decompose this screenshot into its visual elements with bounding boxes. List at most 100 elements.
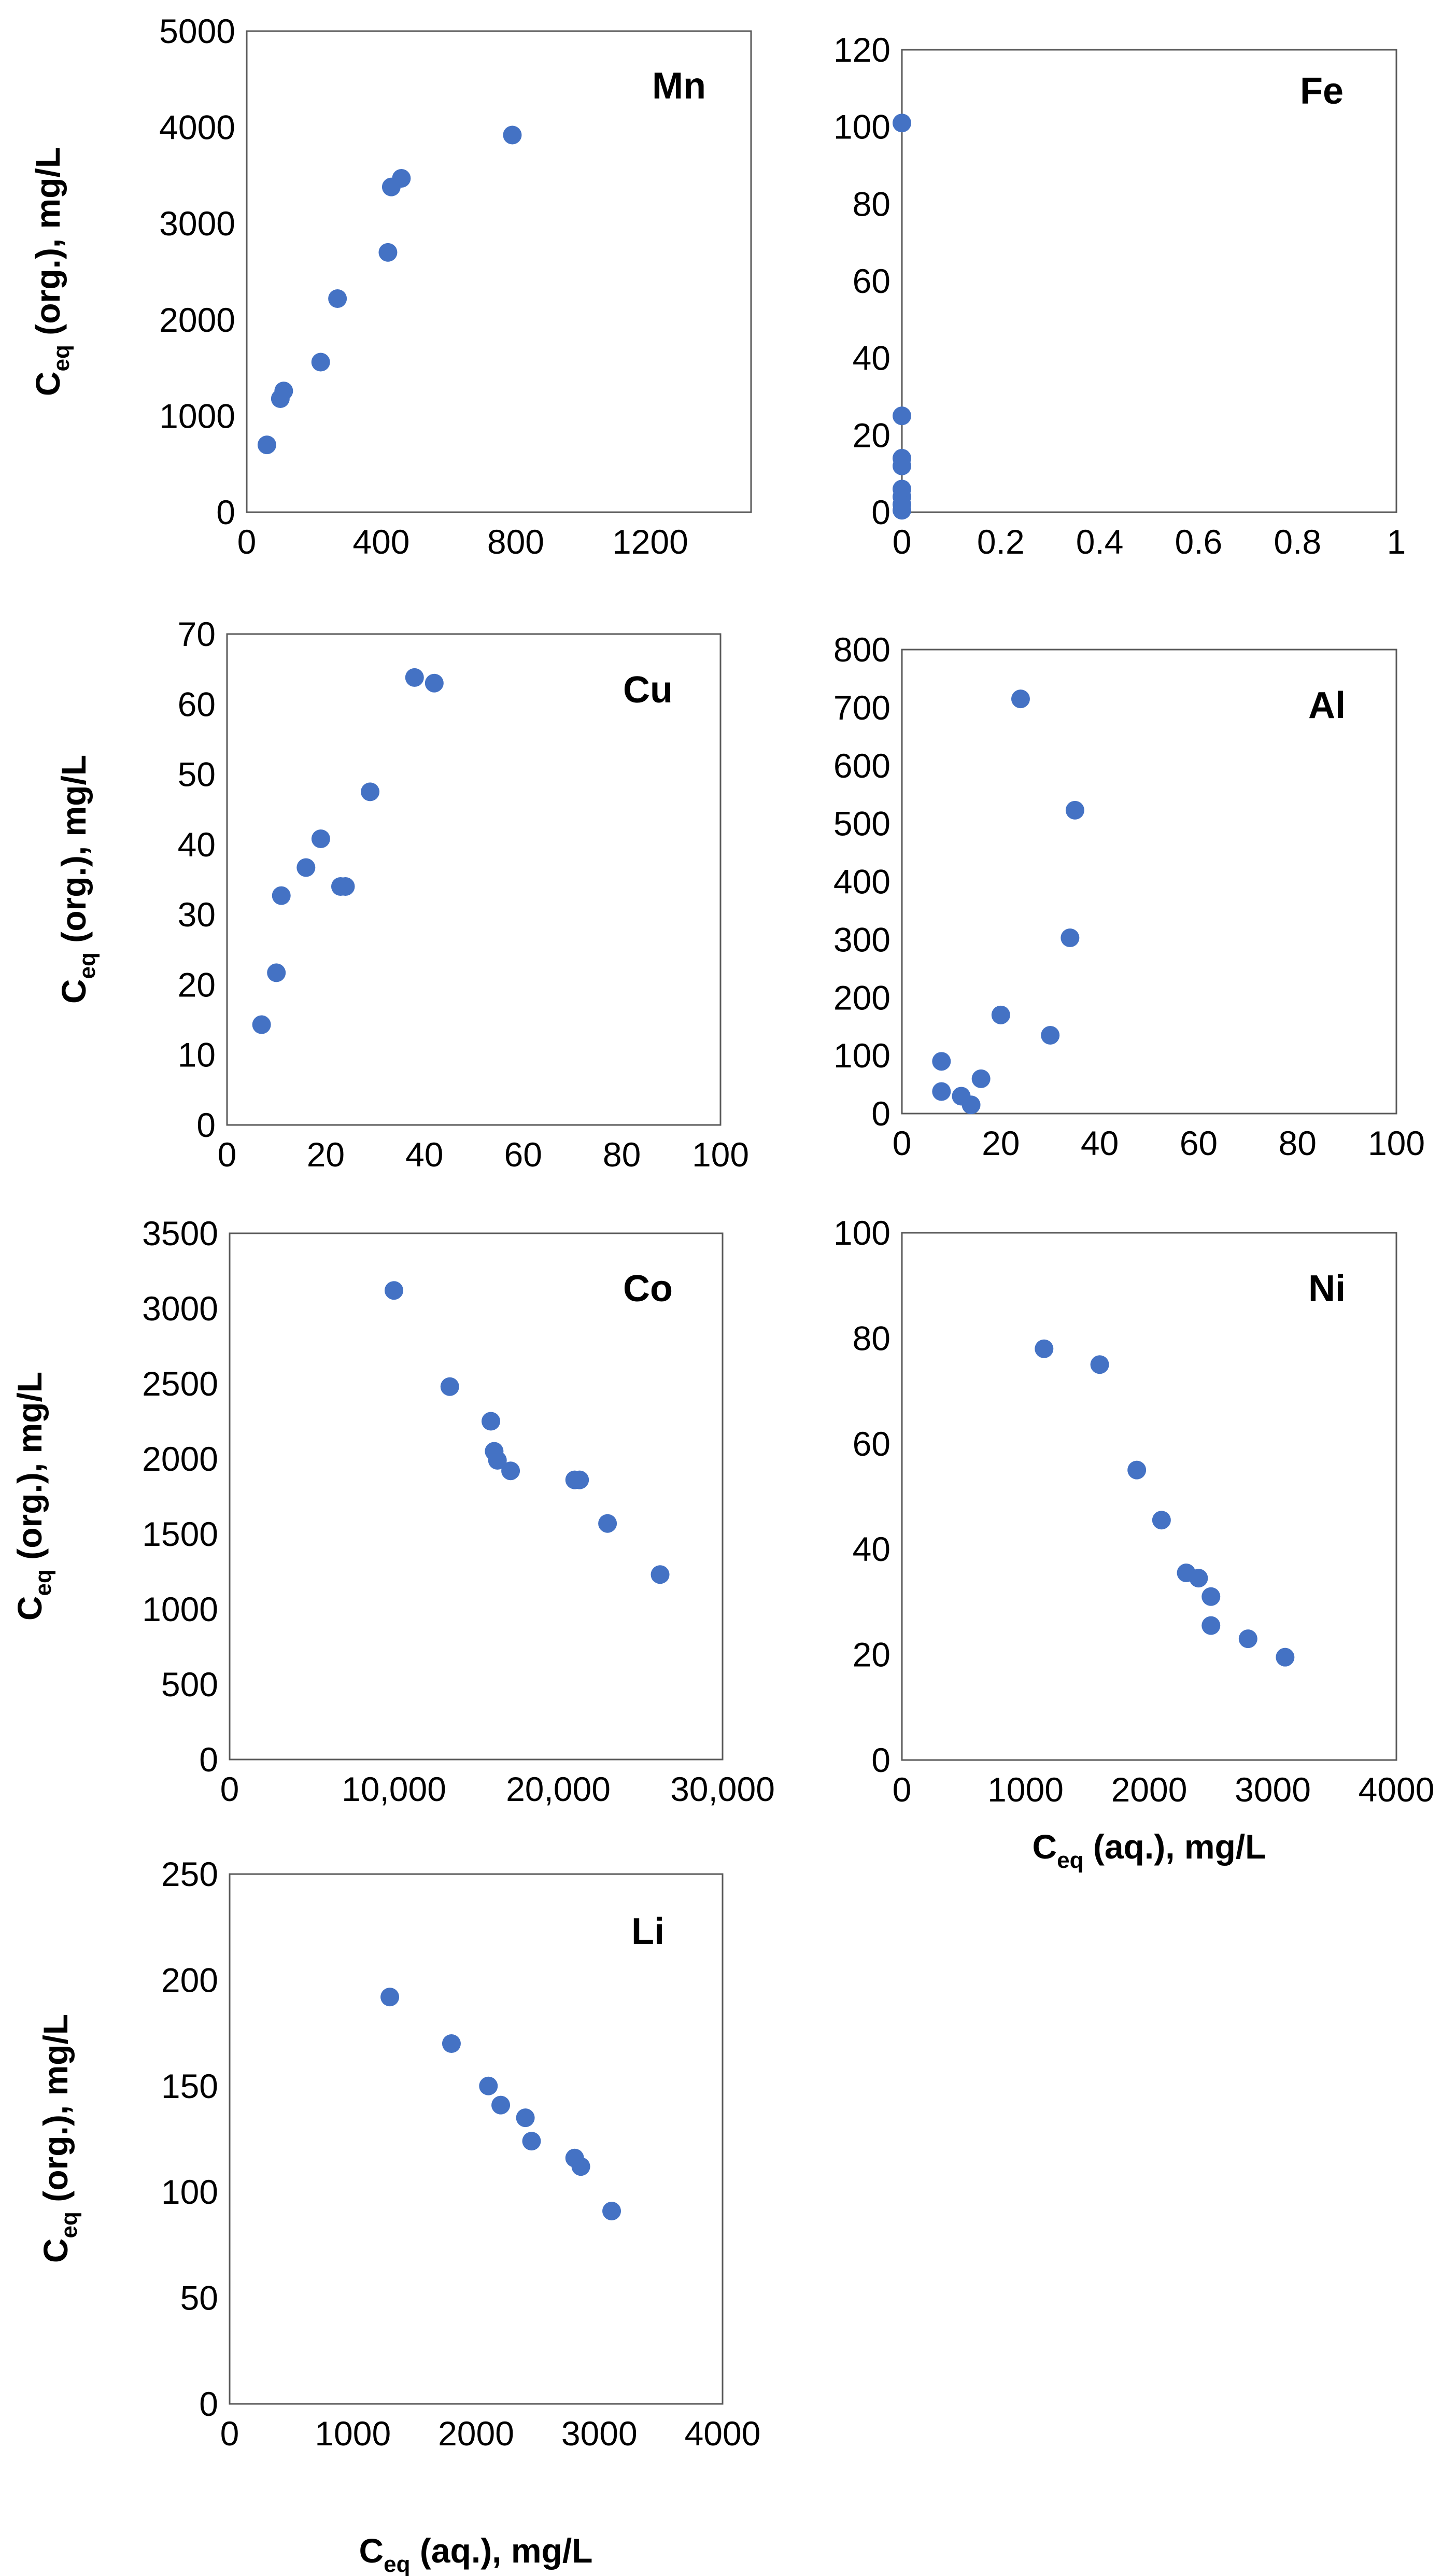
li-xtick-label: 2000 xyxy=(438,2414,514,2453)
cu-ytick-label: 50 xyxy=(178,755,216,794)
cu-data-point xyxy=(272,886,291,905)
fe-ytick-label: 120 xyxy=(833,31,890,69)
co-xtick-label: 0 xyxy=(220,1770,239,1808)
al-metal-label: Al xyxy=(1308,685,1346,726)
al-data-point xyxy=(1065,800,1084,820)
mn-ytick-label: 1000 xyxy=(159,397,235,435)
al-ytick-label: 200 xyxy=(833,978,890,1017)
ni-ytick-label: 40 xyxy=(853,1530,890,1568)
fe-xtick-label: 0 xyxy=(893,523,912,561)
cu-ylabel-rest: (org.), mg/L xyxy=(54,755,93,952)
mn-data-point xyxy=(311,353,330,372)
ni-ytick-label: 100 xyxy=(833,1214,890,1252)
li-data-point xyxy=(522,2132,541,2151)
fe-ytick-label: 0 xyxy=(871,493,890,531)
panel-fe: 0 20 40 60 80 100 120 0 0.2 0.4 0.6 0.8 1 Fe xyxy=(833,31,1406,561)
li-data-point xyxy=(516,2108,535,2128)
co-ylabel: Ceq (org.), mg/L xyxy=(10,1372,56,1621)
li-data-point xyxy=(571,2157,590,2176)
mn-xtick-label: 400 xyxy=(352,523,409,561)
li-xtick-label: 0 xyxy=(220,2414,239,2453)
al-xtick-label: 40 xyxy=(1081,1124,1119,1162)
al-data-point xyxy=(962,1095,981,1115)
al-xtick-label: 20 xyxy=(982,1124,1020,1162)
cu-ylabel-subscript: eq xyxy=(75,952,100,979)
li-xtick-label: 4000 xyxy=(685,2414,761,2453)
co-ytick-label: 3500 xyxy=(142,1214,218,1252)
fe-xtick-label: 0.6 xyxy=(1175,523,1223,561)
al-xtick-label: 60 xyxy=(1180,1124,1218,1162)
ni-xlabel: Ceq (aq.), mg/L xyxy=(1032,1827,1266,1873)
ni-plot-frame xyxy=(901,1232,1397,1761)
li-ylabel-subscript: eq xyxy=(56,2212,82,2238)
co-xtick-label: 10,000 xyxy=(342,1770,446,1808)
al-xtick-label: 100 xyxy=(1368,1124,1425,1162)
cu-data-point xyxy=(425,673,444,693)
co-data-point xyxy=(598,1514,617,1533)
mn-data-point xyxy=(503,125,522,145)
co-ytick-label: 500 xyxy=(161,1665,218,1704)
co-data-point xyxy=(440,1377,459,1396)
al-xtick-label: 0 xyxy=(893,1124,912,1162)
ni-xlabel-main: C xyxy=(1032,1827,1057,1866)
al-data-point xyxy=(932,1052,951,1071)
ni-xlabel-subscript: eq xyxy=(1057,1848,1083,1873)
fe-ytick-label: 80 xyxy=(853,185,890,223)
ni-ytick-label: 0 xyxy=(871,1741,890,1779)
mn-ylabel-rest: (org.), mg/L xyxy=(29,147,67,345)
ni-data-point xyxy=(1127,1460,1147,1480)
mn-data-point xyxy=(392,168,411,188)
cu-ytick-label: 10 xyxy=(178,1036,216,1074)
cu-xtick-label: 40 xyxy=(405,1135,443,1174)
mn-xtick-label: 800 xyxy=(487,523,544,561)
al-data-point xyxy=(991,1005,1010,1024)
al-data-point xyxy=(1061,928,1080,948)
mn-plot-frame xyxy=(246,30,752,513)
panel-li: 0 50 100 150 200 250 0 1000 2000 3000 4000 Li Ceq (o… xyxy=(36,1855,760,2576)
co-xtick-label: 30,000 xyxy=(670,1770,775,1808)
ni-xtick-label: 1000 xyxy=(987,1770,1064,1809)
cu-ytick-label: 20 xyxy=(178,965,216,1004)
cu-plot-frame xyxy=(226,633,722,1126)
co-ytick-label: 2500 xyxy=(142,1364,218,1403)
co-data-point xyxy=(482,1412,501,1431)
cu-data-point xyxy=(252,1015,271,1034)
li-xlabel-main: C xyxy=(359,2531,384,2570)
li-data-point xyxy=(491,2095,511,2115)
al-ytick-label: 400 xyxy=(833,863,890,901)
cu-xtick-label: 0 xyxy=(218,1135,237,1174)
ni-data-point xyxy=(1238,1629,1257,1649)
li-ylabel-main: C xyxy=(36,2238,75,2263)
li-data-point xyxy=(442,2034,461,2053)
co-data-point xyxy=(501,1461,520,1481)
cu-ytick-label: 0 xyxy=(196,1106,216,1144)
co-ylabel-rest: (org.), mg/L xyxy=(10,1372,49,1569)
ni-ytick-label: 60 xyxy=(853,1425,890,1463)
al-data-point xyxy=(1011,689,1030,709)
co-ytick-label: 1000 xyxy=(142,1590,218,1628)
co-metal-label: Co xyxy=(623,1268,673,1310)
mn-ylabel: Ceq (org.), mg/L xyxy=(29,147,74,396)
fe-xtick-label: 0.4 xyxy=(1076,523,1124,561)
co-data-point xyxy=(385,1281,403,1300)
co-ylabel-subscript: eq xyxy=(31,1569,56,1596)
li-ylabel-rest: (org.), mg/L xyxy=(36,2014,75,2212)
cu-data-point xyxy=(361,782,380,801)
al-xtick-label: 80 xyxy=(1278,1124,1316,1162)
li-xlabel-subscript: eq xyxy=(384,2552,410,2576)
mn-ylabel-subscript: eq xyxy=(49,345,74,371)
ni-xtick-label: 0 xyxy=(893,1770,912,1809)
cu-data-point xyxy=(311,829,330,849)
li-ytick-label: 50 xyxy=(180,2279,218,2317)
fe-data-point xyxy=(893,406,911,426)
al-ytick-label: 600 xyxy=(833,747,890,785)
li-xtick-label: 3000 xyxy=(561,2414,638,2453)
mn-xtick-label: 0 xyxy=(237,523,257,561)
fe-ytick-label: 60 xyxy=(853,262,890,300)
ni-data-point xyxy=(1201,1587,1221,1606)
cu-xtick-label: 80 xyxy=(603,1135,641,1174)
ni-data-point xyxy=(1035,1339,1054,1358)
li-metal-label: Li xyxy=(631,1911,665,1952)
